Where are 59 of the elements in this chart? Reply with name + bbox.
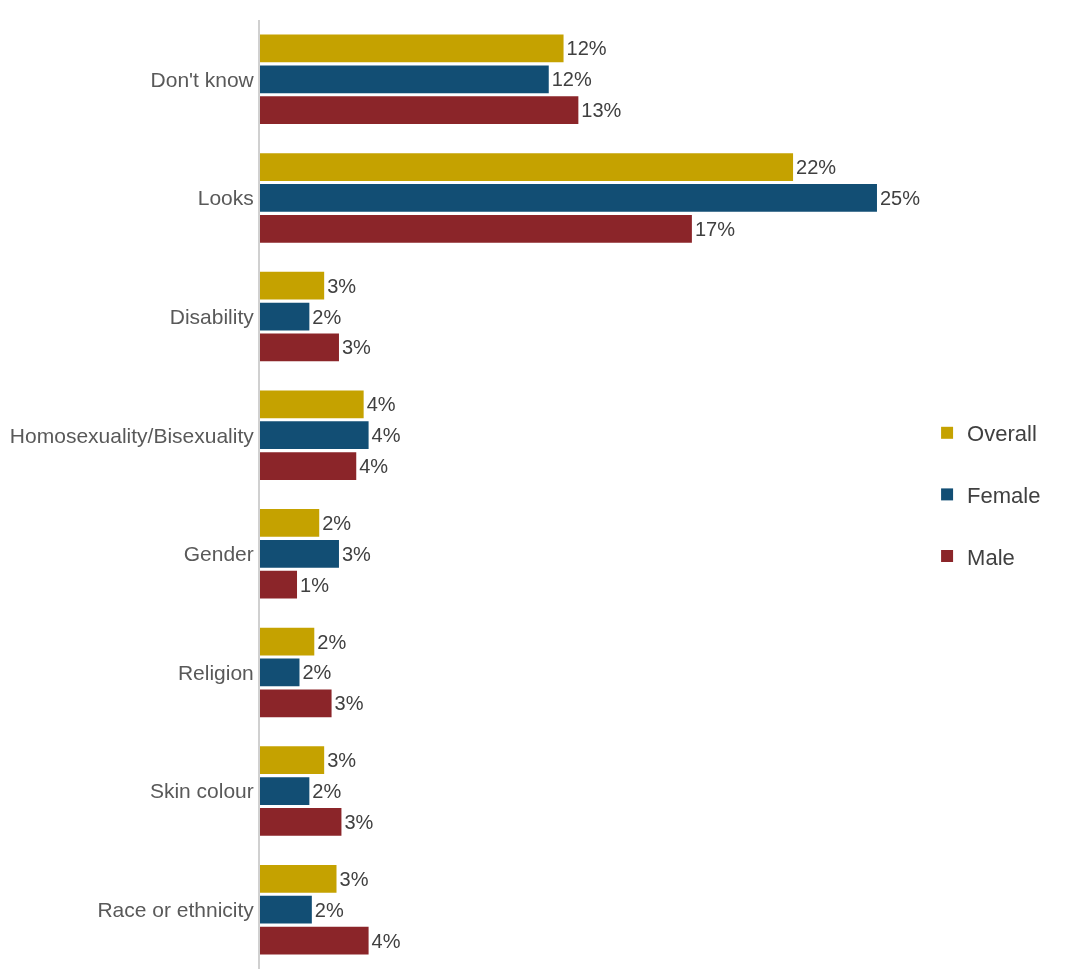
y-tick-label: Looks xyxy=(197,186,254,210)
bar xyxy=(260,895,312,924)
y-tick-label: Disability xyxy=(169,304,255,328)
bar xyxy=(260,214,692,243)
bar xyxy=(260,184,877,212)
y-tick-label: Gender xyxy=(183,542,254,566)
data-label: 13% xyxy=(581,99,622,122)
data-label: 3% xyxy=(327,749,357,772)
y-tick-label: Race or ethnicity xyxy=(97,898,255,922)
bar xyxy=(260,390,364,419)
bar xyxy=(260,96,579,125)
data-label: 12% xyxy=(551,68,592,91)
bar xyxy=(260,658,300,687)
bar xyxy=(260,627,315,656)
data-label: 2% xyxy=(302,661,332,684)
data-label: 3% xyxy=(341,336,372,359)
data-label: 22% xyxy=(796,156,837,179)
bar xyxy=(260,153,794,181)
bar xyxy=(260,689,332,718)
bar xyxy=(260,452,357,480)
data-label: 2% xyxy=(314,898,344,921)
data-label: 25% xyxy=(879,186,921,209)
legend-label: Female xyxy=(967,482,1041,508)
bar xyxy=(260,302,310,331)
bar xyxy=(260,333,339,362)
bar xyxy=(260,926,369,955)
y-tick-label: Don't know xyxy=(150,67,255,91)
data-label: 4% xyxy=(366,393,396,416)
data-label: 3% xyxy=(334,692,364,715)
bar xyxy=(260,808,342,836)
legend-label: Male xyxy=(967,544,1015,570)
data-label: 3% xyxy=(327,274,357,297)
bar xyxy=(260,864,337,893)
data-label: 2% xyxy=(322,511,352,534)
data-label: 17% xyxy=(694,217,736,240)
data-label: 3% xyxy=(344,810,374,833)
data-label: 4% xyxy=(371,929,401,952)
data-label: 2% xyxy=(317,630,347,653)
bar xyxy=(260,34,564,63)
y-tick-label: Homosexuality/Bisexuality xyxy=(9,423,255,447)
data-label: 3% xyxy=(341,542,372,565)
data-label: 3% xyxy=(339,867,369,890)
data-label: 4% xyxy=(359,455,389,478)
bar xyxy=(260,421,369,450)
bar xyxy=(260,570,298,599)
bar xyxy=(260,65,549,94)
legend-label: Overall xyxy=(967,421,1037,447)
bar xyxy=(260,777,310,805)
y-tick-label: Religion xyxy=(177,660,254,684)
data-label: 1% xyxy=(300,573,330,596)
data-label: 4% xyxy=(371,424,401,447)
bar xyxy=(260,746,325,775)
data-label: 2% xyxy=(312,305,342,328)
y-tick-label: Skin colour xyxy=(149,779,254,803)
data-label: 2% xyxy=(312,780,342,803)
data-label: 12% xyxy=(566,37,607,60)
bar xyxy=(260,271,325,300)
bar xyxy=(260,539,339,568)
bar xyxy=(260,509,320,537)
